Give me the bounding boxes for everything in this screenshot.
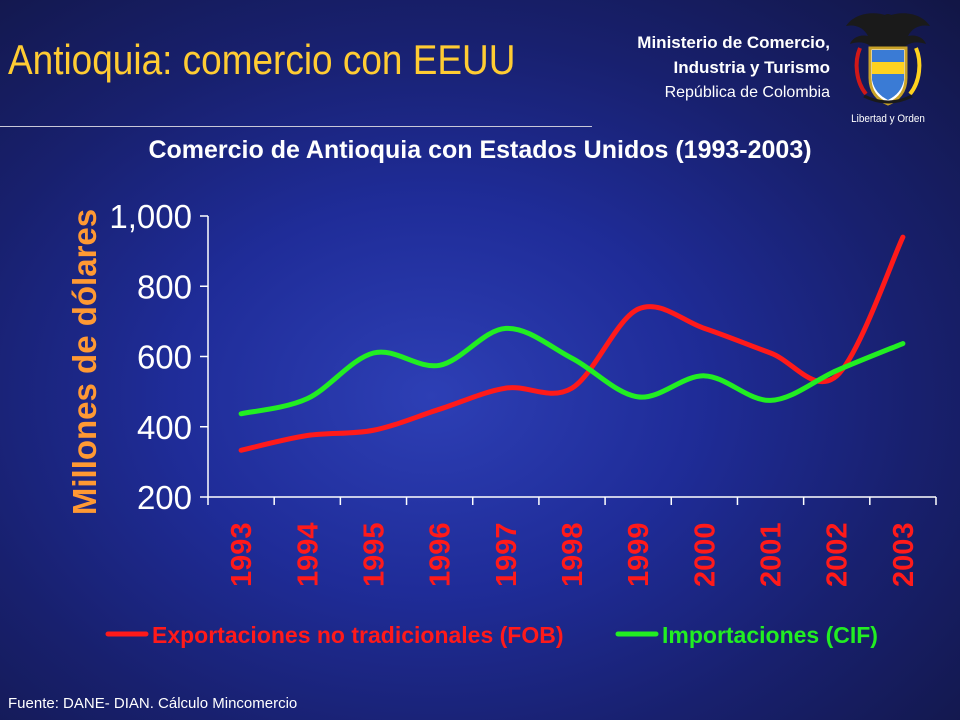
x-tick-label: 2000 — [689, 522, 721, 587]
x-tick-label: 2002 — [822, 522, 854, 587]
source-note: Fuente: DANE- DIAN. Cálculo Mincomercio — [8, 695, 298, 712]
slide-title: Antioquia: comercio con EEUU — [8, 36, 516, 83]
y-tick-label: 600 — [137, 339, 192, 376]
ministry-line-2: Industria y Turismo — [673, 58, 831, 77]
legend-label-1: Exportaciones no tradicionales (FOB) — [152, 622, 564, 648]
legend-label-2: Importaciones (CIF) — [662, 622, 878, 648]
ministry-line-1: Ministerio de Comercio, — [637, 33, 830, 52]
x-tick-label: 1994 — [292, 522, 324, 587]
x-tick-label: 1996 — [425, 522, 457, 587]
y-axis-title: Millones de dólares — [66, 209, 103, 515]
y-tick-label: 200 — [137, 479, 192, 516]
x-tick-label: 2001 — [756, 522, 788, 587]
emblem-motto: Libertad y Orden — [851, 114, 925, 126]
y-tick-label: 800 — [137, 268, 192, 305]
x-tick-label: 2003 — [888, 522, 920, 587]
x-tick-label: 1995 — [358, 522, 390, 587]
title-divider — [0, 126, 592, 127]
ministry-line-3: República de Colombia — [664, 84, 830, 101]
ministry-block: Ministerio de Comercio, Industria y Turi… — [637, 30, 830, 105]
x-tick-label: 1997 — [491, 522, 523, 587]
y-tick-label: 1,000 — [109, 198, 192, 235]
coat-of-arms-icon: Libertad y Orden — [846, 13, 930, 126]
x-tick-label: 1993 — [226, 522, 258, 587]
series-line-1 — [238, 234, 906, 453]
chart-title: Comercio de Antioquia con Estados Unidos… — [148, 136, 812, 164]
y-tick-label: 400 — [137, 409, 192, 446]
series-line-2 — [238, 325, 906, 417]
x-tick-label: 1998 — [557, 522, 589, 587]
x-tick-label: 1999 — [623, 522, 655, 587]
